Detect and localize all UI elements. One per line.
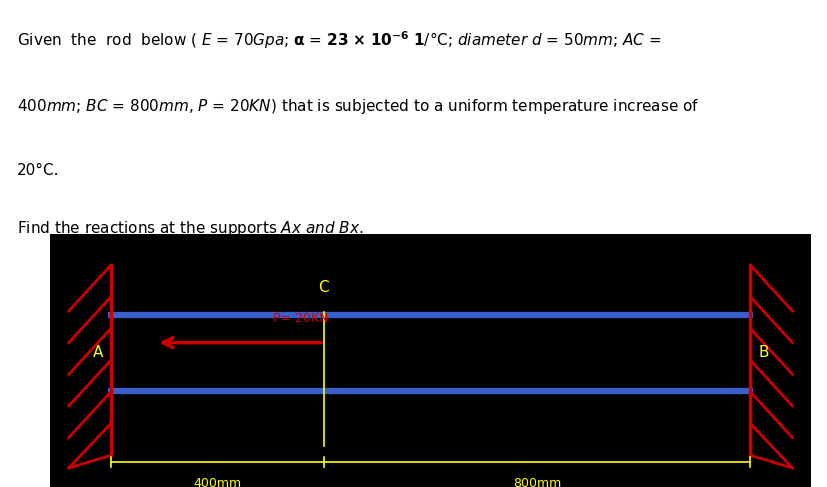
Text: 800mm: 800mm <box>513 477 561 487</box>
Text: P= 20KN: P= 20KN <box>273 312 328 325</box>
Text: A: A <box>93 345 103 360</box>
Text: C: C <box>318 280 329 295</box>
Text: 400$mm$; $BC$ = 800$mm$, $P$ = 20$KN$) that is subjected to a uniform temperatur: 400$mm$; $BC$ = 800$mm$, $P$ = 20$KN$) t… <box>17 97 698 116</box>
Text: 400mm: 400mm <box>193 477 241 487</box>
Text: B: B <box>758 345 767 360</box>
Text: Find the reactions at the supports $Ax$ $and$ $Bx$.: Find the reactions at the supports $Ax$ … <box>17 219 362 238</box>
Text: 20°C.: 20°C. <box>17 163 59 178</box>
Text: Given  the  rod  below ( $E$ = 70$Gpa$; $\mathbf{\alpha}$ = $\mathbf{23}$ $\math: Given the rod below ( $E$ = 70$Gpa$; $\m… <box>17 29 660 51</box>
